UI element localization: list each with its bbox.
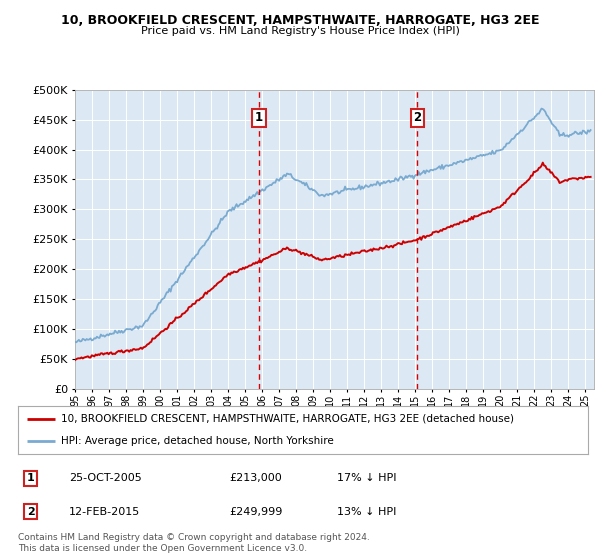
Text: 13% ↓ HPI: 13% ↓ HPI [337, 507, 397, 517]
Text: 12-FEB-2015: 12-FEB-2015 [70, 507, 140, 517]
Text: 25-OCT-2005: 25-OCT-2005 [70, 473, 142, 483]
Text: HPI: Average price, detached house, North Yorkshire: HPI: Average price, detached house, Nort… [61, 436, 334, 446]
Text: 1: 1 [26, 473, 34, 483]
Text: £213,000: £213,000 [229, 473, 281, 483]
Text: 2: 2 [26, 507, 34, 517]
Text: 2: 2 [413, 111, 421, 124]
Text: Contains HM Land Registry data © Crown copyright and database right 2024.
This d: Contains HM Land Registry data © Crown c… [18, 533, 370, 553]
Text: 10, BROOKFIELD CRESCENT, HAMPSTHWAITE, HARROGATE, HG3 2EE: 10, BROOKFIELD CRESCENT, HAMPSTHWAITE, H… [61, 14, 539, 27]
Text: 17% ↓ HPI: 17% ↓ HPI [337, 473, 397, 483]
Text: £249,999: £249,999 [229, 507, 282, 517]
Text: Price paid vs. HM Land Registry's House Price Index (HPI): Price paid vs. HM Land Registry's House … [140, 26, 460, 36]
Text: 1: 1 [255, 111, 263, 124]
Text: 10, BROOKFIELD CRESCENT, HAMPSTHWAITE, HARROGATE, HG3 2EE (detached house): 10, BROOKFIELD CRESCENT, HAMPSTHWAITE, H… [61, 414, 514, 424]
